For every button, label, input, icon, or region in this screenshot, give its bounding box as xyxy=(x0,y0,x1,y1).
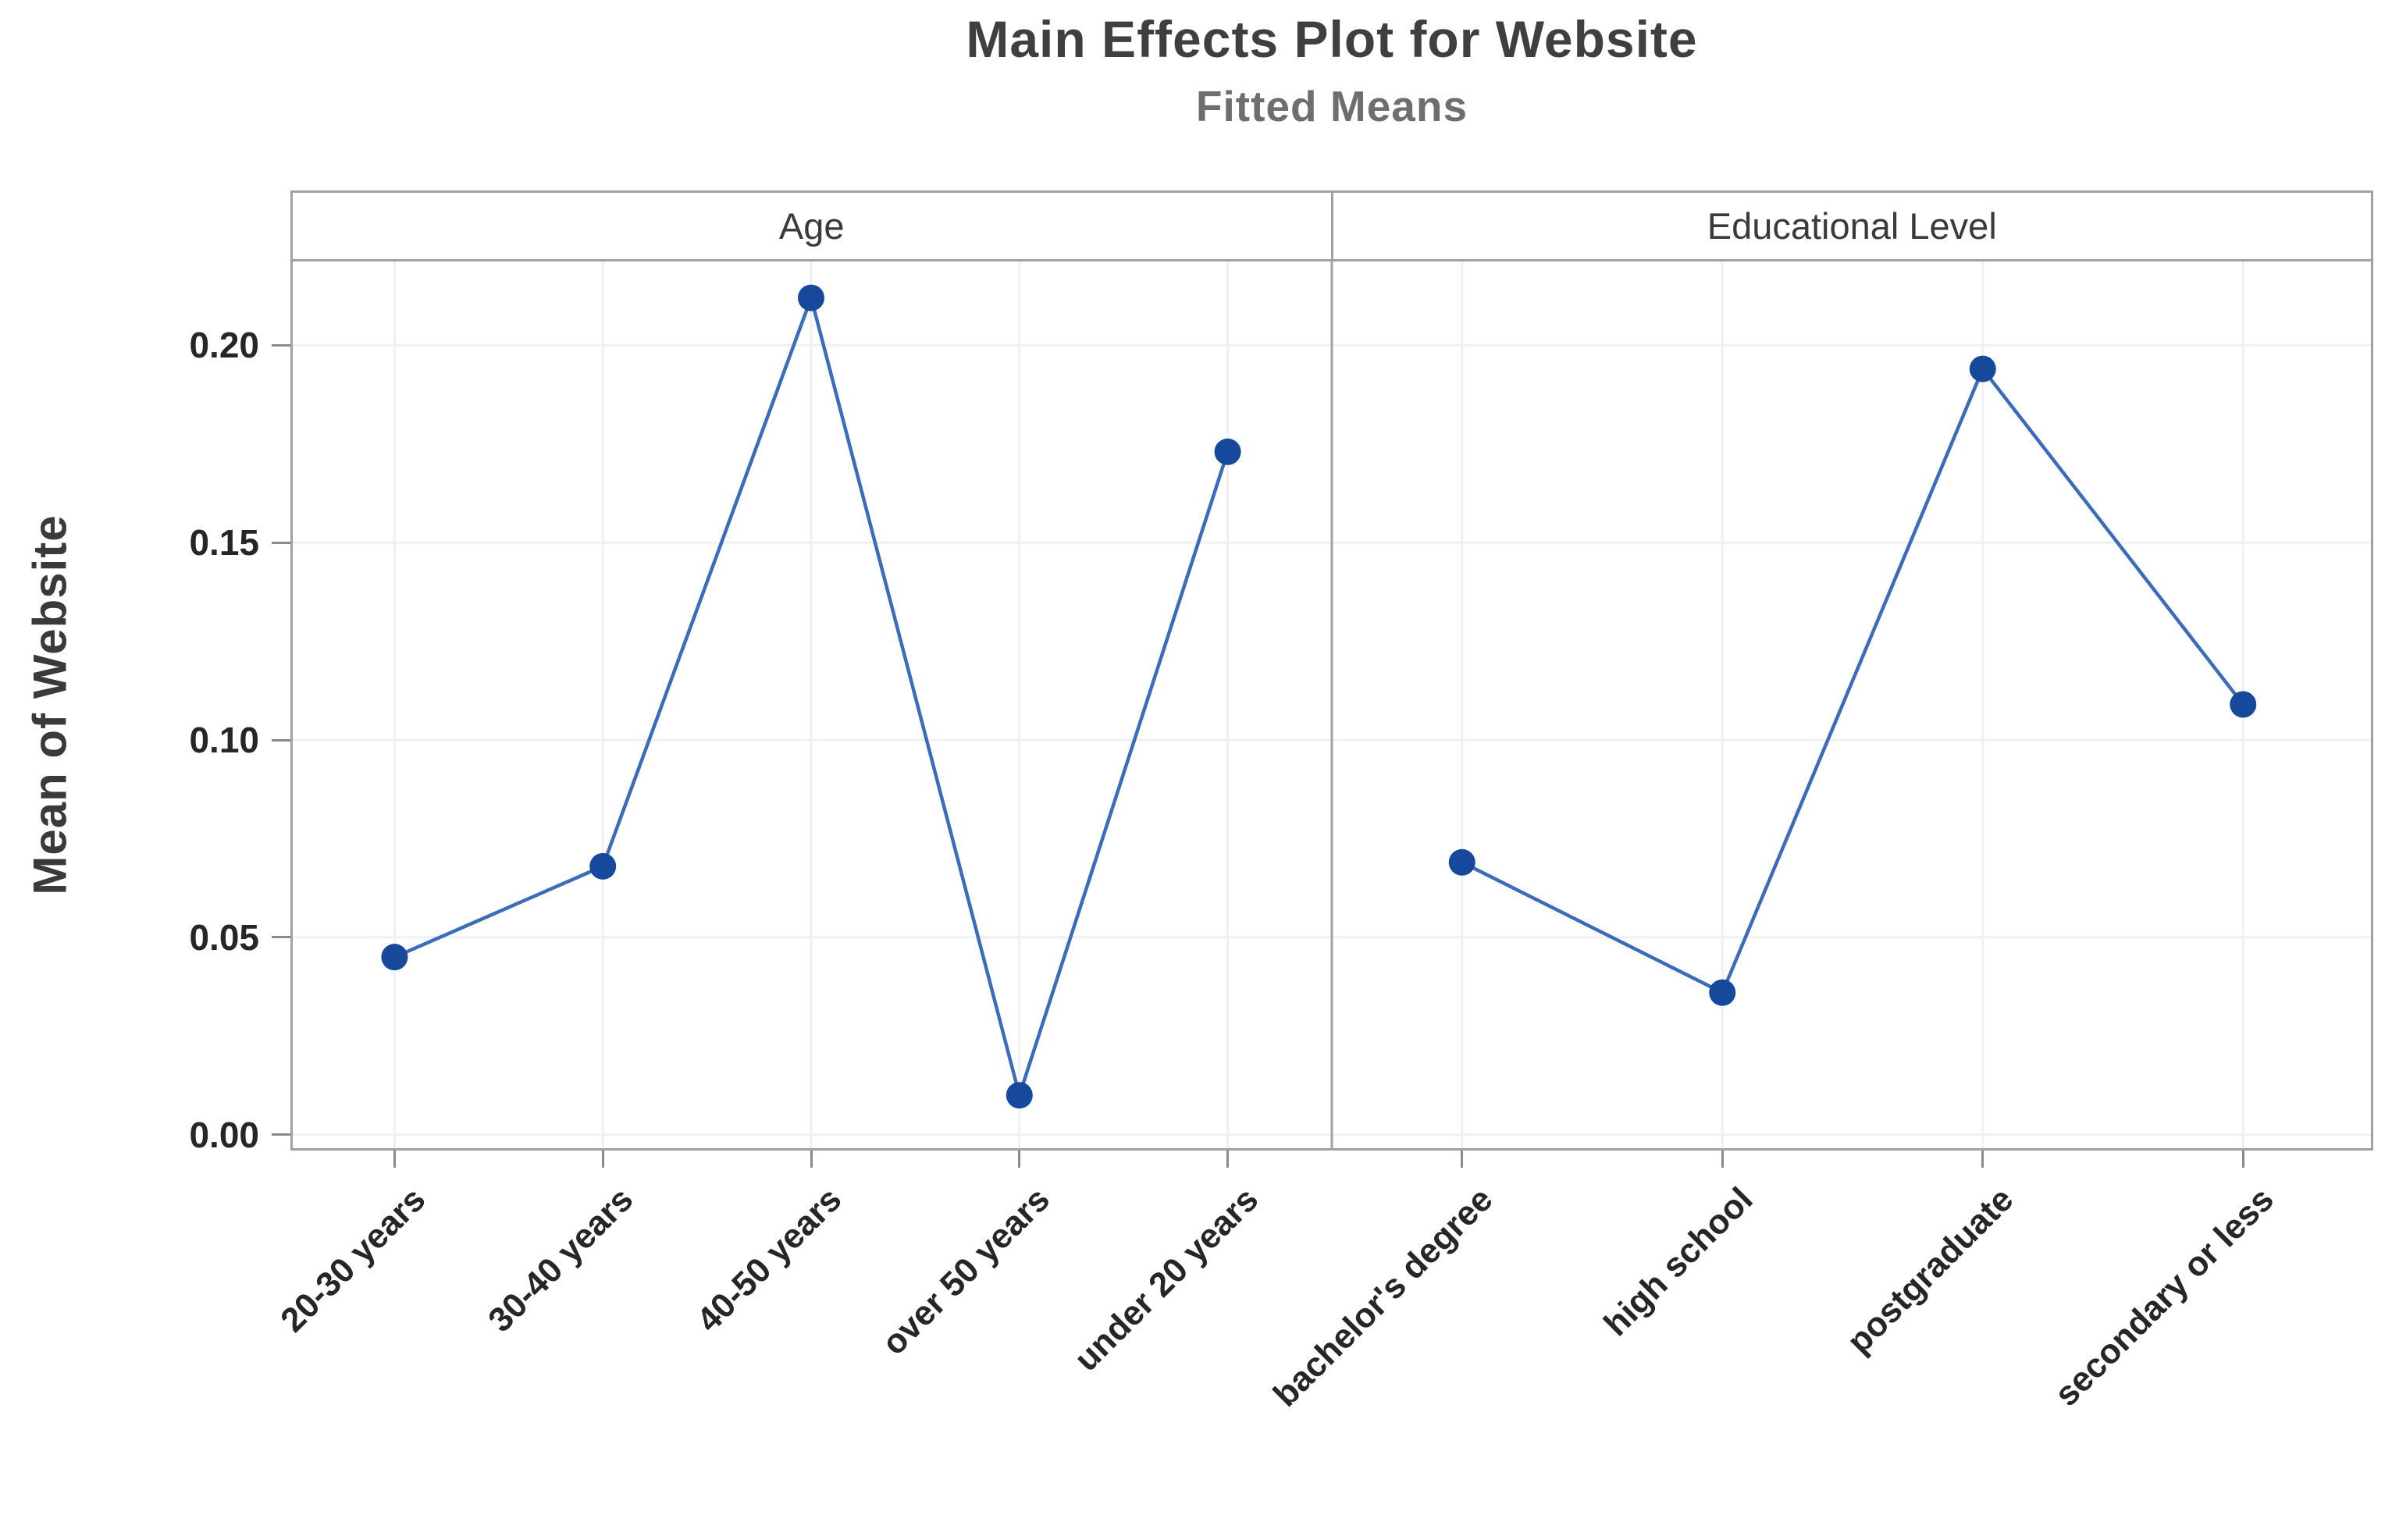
x-tick-label: high school xyxy=(1596,1180,1760,1344)
y-tick-label: 0.05 xyxy=(189,916,259,958)
x-tick-label: postgraduate xyxy=(1839,1180,2021,1361)
y-tick xyxy=(272,1133,290,1136)
x-tick xyxy=(2241,1151,2244,1168)
y-tick xyxy=(272,738,290,742)
panel-header-age: Age xyxy=(778,205,845,247)
y-tick-label: 0.00 xyxy=(189,1114,259,1155)
y-axis-title: Mean of Website xyxy=(23,514,77,895)
series-line xyxy=(1461,365,2245,995)
y-tick-label: 0.20 xyxy=(189,325,259,366)
data-point xyxy=(1006,1082,1033,1109)
x-tick xyxy=(393,1151,396,1168)
y-tick xyxy=(272,936,290,939)
x-tick-label: 30-40 years xyxy=(481,1180,641,1340)
x-tick xyxy=(1226,1151,1230,1168)
x-tick xyxy=(810,1151,813,1168)
data-point xyxy=(1969,355,1996,382)
x-tick xyxy=(601,1151,604,1168)
panel-header-strip: Age Educational Level xyxy=(290,190,2373,259)
chart-title: Main Effects Plot for Website xyxy=(966,10,1698,68)
x-tick xyxy=(1018,1151,1021,1168)
plot-border xyxy=(290,259,2373,1151)
panel-header-educational-level: Educational Level xyxy=(1330,193,2372,259)
data-point xyxy=(1709,979,1736,1006)
x-tick-label: bachelor's degree xyxy=(1265,1180,1500,1414)
x-tick-label: over 50 years xyxy=(874,1180,1058,1363)
y-tick-label: 0.15 xyxy=(189,522,259,564)
data-point xyxy=(381,944,408,971)
plot-canvas xyxy=(290,259,2373,1151)
x-tick xyxy=(1981,1151,1984,1168)
x-tick xyxy=(1461,1151,1464,1168)
data-point xyxy=(2230,691,2257,718)
x-tick-label: 20-30 years xyxy=(272,1180,433,1340)
data-point xyxy=(1448,848,1475,876)
data-point xyxy=(798,284,824,311)
x-tick-label: under 20 years xyxy=(1066,1180,1266,1379)
y-tick xyxy=(272,343,290,347)
x-tick xyxy=(1721,1151,1724,1168)
x-tick-label: secondary or less xyxy=(2047,1180,2281,1414)
y-tick-label: 0.10 xyxy=(189,720,259,760)
data-point xyxy=(589,852,617,880)
data-point xyxy=(1214,438,1241,465)
y-tick xyxy=(272,541,290,544)
x-tick-label: 40-50 years xyxy=(689,1180,849,1340)
chart-subtitle: Fitted Means xyxy=(1195,82,1468,130)
